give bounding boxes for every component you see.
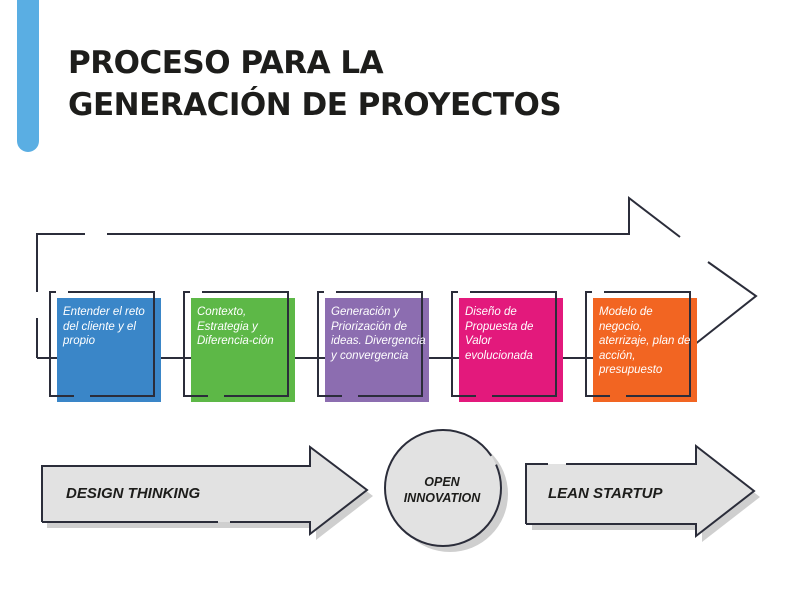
step-label-3: Generación y Priorización de ideas. Dive…: [331, 306, 426, 362]
step-label-5: Modelo de negocio, aterrizaje, plan de a…: [599, 306, 691, 376]
step-box-2: [191, 298, 295, 402]
open-innovation-circle: [385, 430, 501, 546]
step-box-1: [57, 298, 161, 402]
step-label-1: Entender el reto del cliente y el propio: [63, 306, 145, 347]
step-frame-4: [451, 291, 557, 397]
open-innovation-label-line-1: OPEN: [424, 475, 460, 489]
design-thinking-arrow-outline: [41, 444, 369, 537]
open-innovation-circle-outline: [384, 429, 502, 547]
lean-startup-label: LEAN STARTUP: [548, 485, 663, 502]
design-thinking-arrow: [42, 447, 367, 534]
title-line-2: GENERACIÓN DE PROYECTOS: [68, 87, 562, 123]
design-thinking-label: DESIGN THINKING: [66, 485, 201, 502]
step-box-4: [459, 298, 563, 402]
lean-startup-arrow-outline: [525, 443, 756, 539]
steps-group: [49, 291, 697, 402]
title-line-1: PROCESO PARA LA: [68, 45, 384, 81]
open-innovation-label-line-2: INNOVATION: [403, 491, 481, 505]
big-process-arrow: [36, 195, 758, 346]
step-label-2: Contexto, Estrategia y Diferencia-ción: [197, 306, 274, 347]
step-frame-5: [585, 291, 691, 397]
step-frame-1: [49, 291, 155, 397]
lean-startup-arrow: [526, 446, 754, 536]
accent-bar: [17, 0, 39, 152]
open-innovation-label: OPEN INNOVATION: [386, 474, 498, 506]
page-title: PROCESO PARA LA GENERACIÓN DE PROYECTOS: [68, 42, 562, 126]
step-frame-3: [317, 291, 423, 397]
step-box-3: [325, 298, 429, 402]
step-label-4: Diseño de Propuesta de Valor evolucionad…: [465, 306, 534, 362]
step-box-5: [593, 298, 697, 402]
step-frame-2: [183, 291, 289, 397]
